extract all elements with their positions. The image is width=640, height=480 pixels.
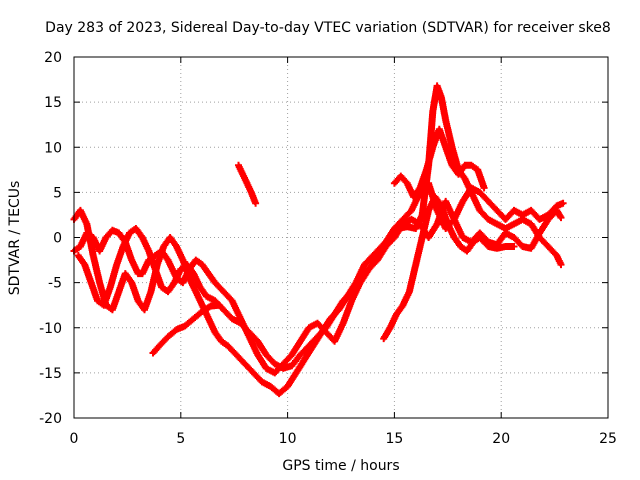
x-axis-label: GPS time / hours xyxy=(282,458,399,474)
y-axis-label: SDTVAR / TECUs xyxy=(7,181,23,296)
x-tick-labels: 0 5 10 15 20 25 xyxy=(70,431,617,447)
y-tick-label: 5 xyxy=(53,185,62,201)
x-tick-label: 5 xyxy=(176,431,185,447)
series-trace-5 xyxy=(235,161,260,207)
y-tick-label: -10 xyxy=(39,321,62,337)
y-tick-label: 20 xyxy=(44,50,62,66)
x-tick-label: 15 xyxy=(385,431,403,447)
y-tick-label: 10 xyxy=(44,140,62,156)
series-trace-7 xyxy=(390,125,488,201)
y-tick-label: 0 xyxy=(53,231,62,247)
series-layer xyxy=(70,82,567,398)
grid-lines xyxy=(74,57,608,418)
series-trace-6 xyxy=(380,193,518,343)
series-trace-4 xyxy=(149,301,223,357)
y-tick-labels: -20 -15 -10 -5 0 5 10 15 20 xyxy=(39,50,62,427)
y-tick-label: -20 xyxy=(39,411,62,427)
chart-title: Day 283 of 2023, Sidereal Day-to-day VTE… xyxy=(45,20,611,36)
y-tick-label: 15 xyxy=(44,95,62,111)
x-tick-label: 20 xyxy=(492,431,510,447)
x-tick-label: 0 xyxy=(70,431,79,447)
y-tick-label: -5 xyxy=(48,276,62,292)
y-tick-label: -15 xyxy=(39,366,62,382)
x-tick-label: 25 xyxy=(599,431,617,447)
x-tick-label: 10 xyxy=(279,431,297,447)
series-trace-2 xyxy=(70,179,567,377)
tick-marks xyxy=(73,56,609,419)
